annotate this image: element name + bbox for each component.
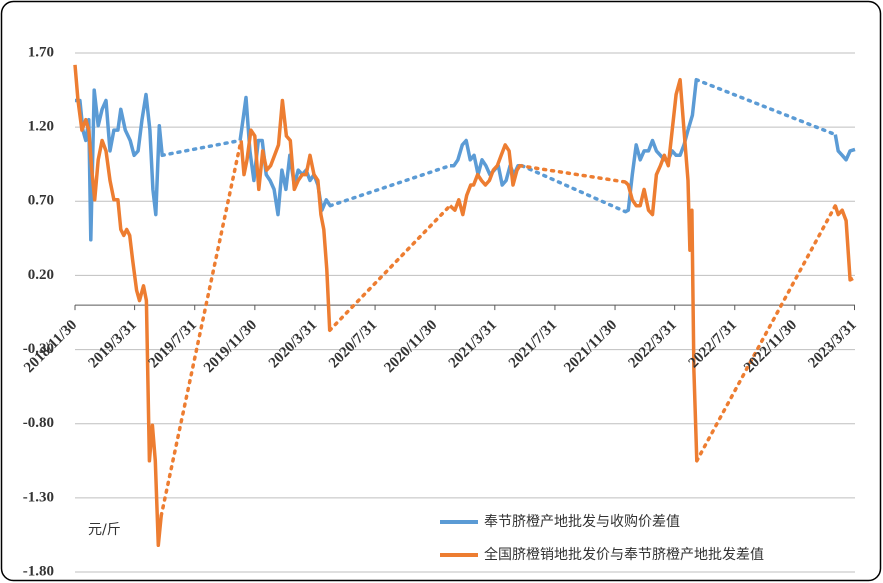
gap-connector [160,138,242,158]
gap-connector [159,138,243,518]
y-tick-label: 1.70 [28,44,54,60]
series-line [75,88,164,242]
y-tick-label: 0.70 [28,193,54,209]
gap-connector [520,163,628,214]
y-tick-label: -0.30 [23,341,54,357]
gap-connector [327,203,452,333]
lines [73,64,856,548]
gap-connector [695,203,838,463]
series-line [73,64,163,548]
series-line [239,98,332,331]
gap-connector [694,77,838,137]
y-tick-label: 0.20 [28,267,54,283]
gap-connector [518,163,628,184]
y-tick-label: 1.20 [28,119,54,135]
series-line [833,134,856,162]
legend-label: 奉节脐橙产地批发与收购价差值 [484,514,680,530]
y-tick-label: -1.80 [23,563,54,579]
gap-connector [328,163,452,208]
unit-label: 元/斤 [88,522,121,538]
y-tick-label: -1.30 [23,489,54,505]
series-line [833,205,854,282]
series-line [448,143,522,217]
grid [74,52,856,573]
series-line [624,77,699,461]
legend-label: 全国脐橙销地批发价与奉节脐橙产地批发差值 [484,546,764,563]
y-tick-label: -0.80 [23,415,54,431]
